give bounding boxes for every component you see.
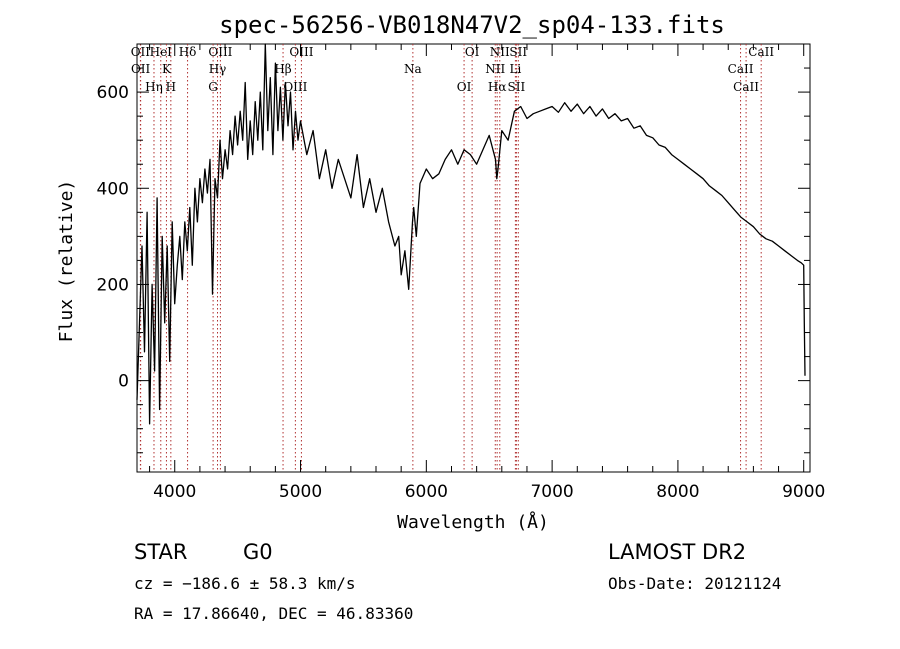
y-tick-label: 600: [97, 83, 129, 103]
line-marker-label: SII: [509, 45, 527, 59]
line-marker-label: CaII: [733, 80, 759, 94]
x-tick-label: 9000: [782, 482, 825, 502]
line-marker-label: H: [166, 80, 176, 94]
plot-frame: [136, 43, 811, 473]
line-marker-label: Na: [404, 62, 422, 76]
axis-ticks: [137, 43, 810, 472]
survey-name: LAMOST DR2: [608, 540, 746, 564]
line-marker-label: OIII: [283, 80, 307, 94]
line-marker-label: Hα: [488, 80, 507, 94]
line-marker-label: OIII: [208, 45, 232, 59]
line-marker-label: Hγ: [209, 62, 227, 76]
line-marker-label: NII: [490, 45, 510, 59]
sky-coordinates: RA = 17.86640, DEC = 46.83360: [134, 604, 413, 623]
x-tick-label: 4000: [153, 482, 196, 502]
y-tick-label: 400: [97, 179, 129, 199]
line-marker-label: CaII: [728, 62, 754, 76]
object-subclass: G0: [243, 540, 273, 564]
x-tick-label: 6000: [405, 482, 448, 502]
line-marker-label: Hβ: [274, 62, 291, 76]
line-marker-label: OIII: [289, 45, 313, 59]
line-marker-label: OII: [131, 62, 151, 76]
line-marker-label: K: [162, 62, 172, 76]
line-marker-label: HeI: [150, 45, 173, 59]
line-marker-label: NII: [485, 62, 505, 76]
line-marker-labels: OII OII Hη HeI KH Hδ Hγ G OIII Hβ OIII OIII Na OI OI NI…: [131, 45, 775, 94]
axis-tick-labels: 4000 5000 6000 7000 8000 9000 0 200 400 600: [97, 83, 826, 502]
line-marker-label: OI: [457, 80, 472, 94]
spectrum-series: [136, 43, 806, 425]
x-tick-label: 7000: [530, 482, 573, 502]
redshift-velocity: cz = −186.6 ± 58.3 km/s: [134, 574, 356, 593]
line-markers: [139, 44, 762, 472]
spectrum-line: [136, 43, 806, 425]
line-marker-label: G: [208, 80, 218, 94]
y-tick-label: 0: [118, 372, 129, 392]
line-marker-label: Hη: [145, 80, 163, 94]
y-tick-label: 200: [97, 275, 129, 295]
x-axis-label: Wavelength (Å): [397, 511, 549, 533]
x-tick-label: 8000: [656, 482, 699, 502]
x-tick-label: 5000: [279, 482, 322, 502]
line-marker-label: Li: [509, 62, 521, 76]
line-marker-label: OI: [465, 45, 480, 59]
line-marker-label: SII: [508, 80, 526, 94]
object-class: STAR: [134, 540, 187, 564]
chart-title: spec-56256-VB018N47V2_sp04-133.fits: [219, 11, 725, 39]
line-marker-label: Hδ: [179, 45, 197, 59]
line-marker-label: OII: [131, 45, 151, 59]
observation-date: Obs-Date: 20121124: [608, 574, 781, 593]
line-marker-label: CaII: [748, 45, 774, 59]
y-axis-label: Flux (relative): [56, 180, 77, 343]
